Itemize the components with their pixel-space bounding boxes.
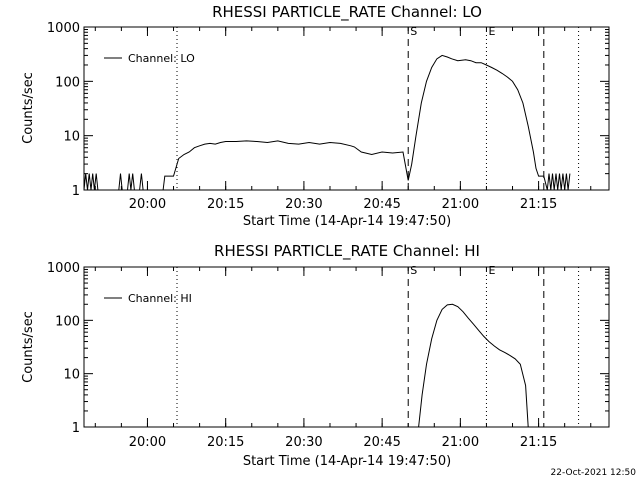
chart-panel-2: RHESSI PARTICLE_RATE Channel: HI 1 10 100 10… [21,242,610,469]
chart-title: RHESSI PARTICLE_RATE Channel: LO [212,3,482,22]
marker-label: E [488,264,495,277]
y-tick-label: 10 [63,130,80,145]
series-line [418,303,529,428]
x-tick-label: 20:15 [207,197,244,212]
plot-frame [83,266,610,428]
y-axis-label: Counts/sec [21,311,36,383]
y-tick-label: 100 [55,314,80,329]
x-tick-label: 20:45 [363,197,400,212]
marker-label: S [410,264,417,277]
x-tick-label: 21:15 [520,435,557,450]
x-tick-label: 21:00 [442,435,479,450]
x-tick-label: 20:30 [285,197,322,212]
y-axis-label: Counts/sec [21,72,36,144]
x-tick-label: 20:45 [363,435,400,450]
marker-label: E [488,25,495,38]
x-axis-label: Start Time (14-Apr-14 19:47:50) [243,214,451,229]
y-tick-label: 1000 [47,21,80,36]
legend-entry: Channel: LO [128,52,195,65]
y-tick-label: 100 [55,75,80,90]
x-tick-label: 21:00 [442,197,479,212]
y-tick-label: 1000 [47,261,80,276]
x-tick-label: 20:15 [207,435,244,450]
y-tick-label: 1 [72,421,80,436]
x-tick-label: 20:00 [129,197,166,212]
x-tick-label: 20:30 [285,435,322,450]
footer-timestamp: 22-Oct-2021 12:50 [551,468,637,478]
x-tick-label: 20:00 [129,435,166,450]
legend-entry: Channel: HI [128,292,192,305]
marker-label: S [410,25,417,38]
series-line [83,54,571,191]
chart-title: RHESSI PARTICLE_RATE Channel: HI [214,242,480,261]
x-tick-label: 21:15 [520,197,557,212]
y-tick-label: 10 [63,368,80,383]
plot-frame [83,26,610,191]
x-axis-label: Start Time (14-Apr-14 19:47:50) [243,454,451,469]
y-tick-label: 1 [72,184,80,199]
chart-panel-1: RHESSI PARTICLE_RATE Channel: LO 1 10 100 10… [21,3,610,229]
